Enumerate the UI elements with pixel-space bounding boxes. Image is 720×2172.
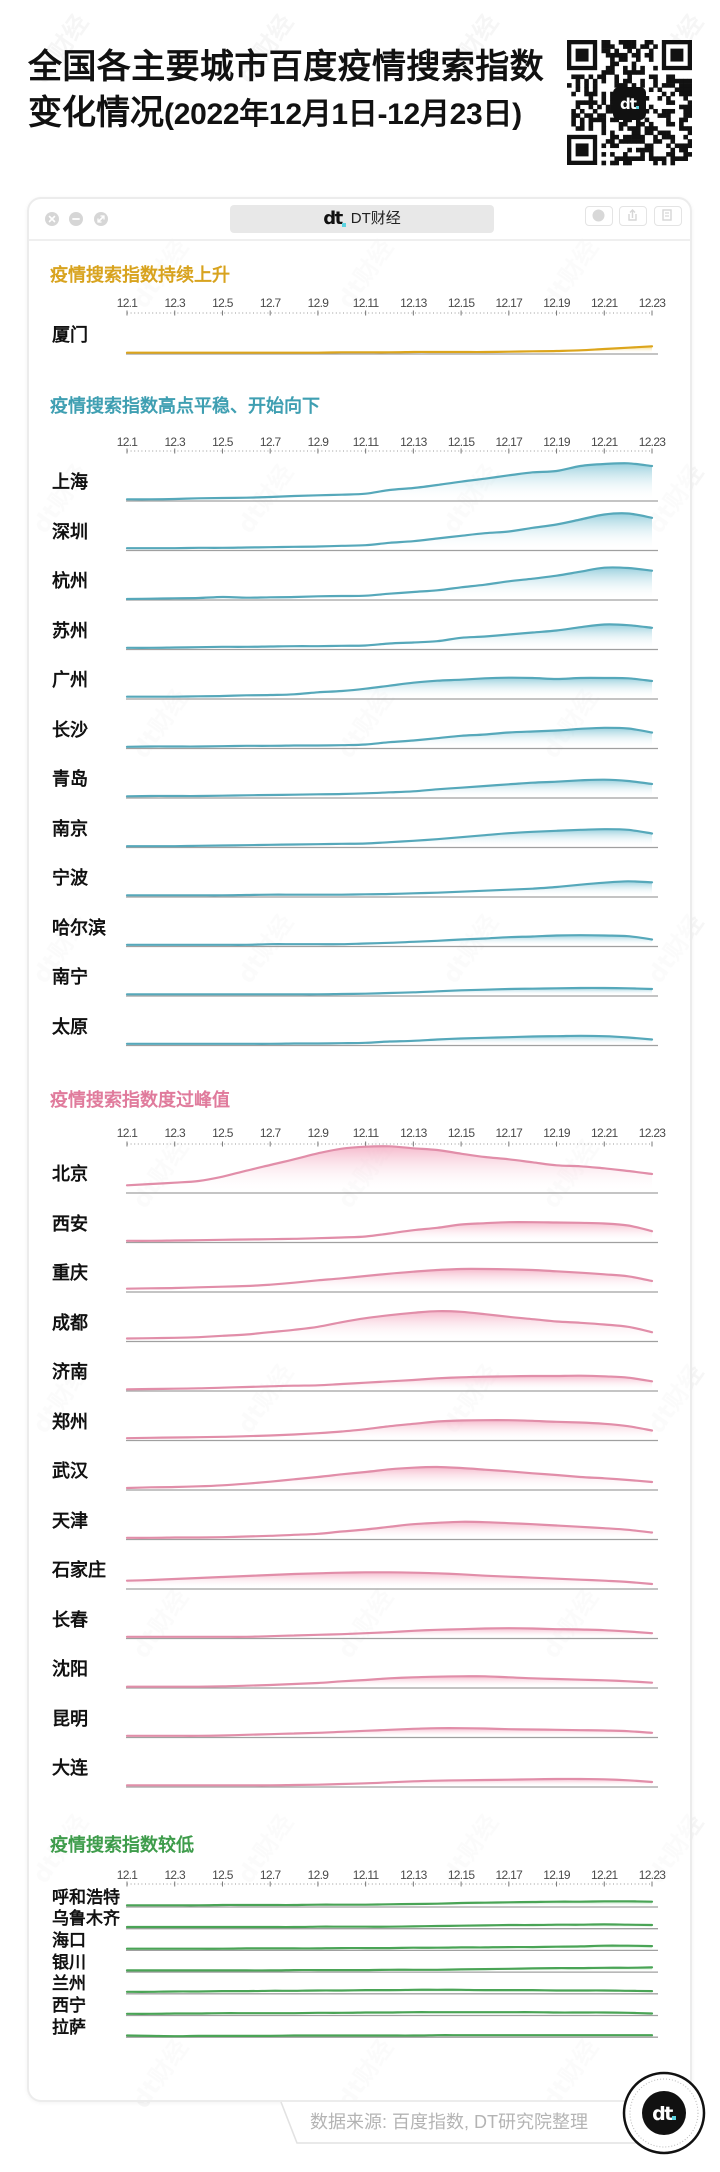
fullscreen-icon[interactable] [94,212,108,226]
copy-button[interactable] [654,206,682,226]
page-title-line2: 变化情况(2022年12月1日-12月23日) [28,93,522,135]
browser-tab[interactable]: dt DT财经 [230,205,494,233]
svg-text:dt: dt [652,2103,673,2125]
share-icon [628,209,637,221]
section-title-past-peak: 疫情搜索指数度过峰值 [50,1090,230,1110]
section-title-rising: 疫情搜索指数持续上升 [50,265,230,285]
window-card: dt DT财经 [27,197,692,2102]
qr-code: dt [567,40,692,167]
copy-icon [662,209,672,221]
minimize-icon[interactable] [69,212,83,226]
record-icon [592,209,605,222]
dt-logo-icon: dt [323,210,346,228]
data-source-note: 数据来源: 百度指数, DT研究院整理 [310,2112,588,2132]
svg-text:dt: dt [620,95,637,113]
window-titlebar: dt DT财经 [29,199,690,241]
dt-badge-icon: dt [622,2071,706,2155]
section-title-low: 疫情搜索指数较低 [50,1835,194,1855]
record-button[interactable] [585,206,613,226]
section-title-plateau: 疫情搜索指数高点平稳、开始向下 [50,396,320,416]
title-main: 变化情况 [28,94,164,132]
title-date-range: (2022年12月1日-12月23日) [164,98,522,131]
close-icon[interactable] [45,212,59,226]
share-button[interactable] [619,206,647,226]
qr-logo-icon [613,87,646,120]
page-title-line1: 全国各主要城市百度疫情搜索指数 [28,48,544,86]
tab-title: DT财经 [350,210,401,227]
